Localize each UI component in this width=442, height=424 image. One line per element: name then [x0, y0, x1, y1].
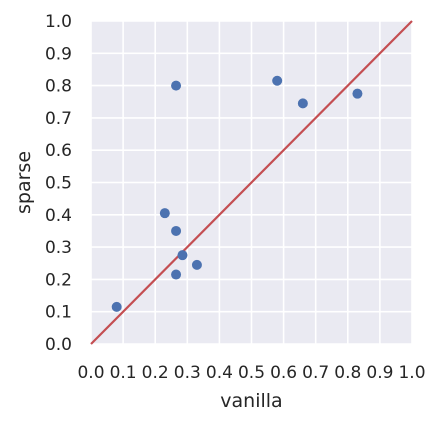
x-tick-label: 1.0 [398, 363, 425, 383]
y-tick-label: 0.1 [45, 303, 72, 323]
scatter-point [171, 80, 182, 91]
y-tick-label: 0.5 [45, 174, 72, 194]
scatter-point [159, 208, 170, 219]
grid-lines [90, 20, 413, 345]
x-tick-label: 0.5 [238, 363, 265, 383]
scatter-point [191, 259, 202, 270]
x-tick-label: 0.0 [77, 363, 104, 383]
scatter-point [171, 269, 182, 280]
x-tick-label: 0.7 [302, 363, 329, 383]
scatter-point [171, 225, 182, 236]
x-tick-label: 0.3 [174, 363, 201, 383]
y-tick-label: 0.7 [45, 109, 72, 129]
scatter-point [111, 301, 122, 312]
data-points [111, 75, 363, 312]
y-axis-title: sparse [13, 151, 35, 214]
y-tick-label: 1.0 [45, 12, 72, 32]
x-tick-label: 0.1 [110, 363, 137, 383]
scatter-point [297, 98, 308, 109]
y-tick-label: 0.6 [45, 141, 72, 161]
y-tick-label: 0.3 [45, 238, 72, 258]
x-tick-labels: 0.0 0.1 0.2 0.3 0.4 0.5 0.6 0.7 0.8 0.9 1.0 [77, 363, 425, 383]
reference-line-layer [90, 20, 413, 345]
x-tick-label: 0.8 [334, 363, 361, 383]
y-tick-label: 0.0 [45, 335, 72, 355]
scatter-point [177, 250, 188, 261]
scatter-point [352, 88, 363, 99]
y-tick-labels: 0.0 0.1 0.2 0.3 0.4 0.5 0.6 0.7 0.8 0.9 1.0 [45, 12, 72, 355]
y-tick-label: 0.8 [45, 77, 72, 97]
diagonal-reference-line [90, 20, 413, 345]
x-tick-label: 0.6 [270, 363, 297, 383]
x-tick-label: 0.4 [206, 363, 233, 383]
y-tick-label: 0.4 [45, 206, 72, 226]
scatter-point [272, 75, 283, 86]
x-tick-label: 0.2 [142, 363, 169, 383]
x-axis-title: vanilla [220, 390, 282, 412]
y-tick-label: 0.9 [45, 44, 72, 64]
y-tick-label: 0.2 [45, 270, 72, 290]
x-tick-label: 0.9 [366, 363, 393, 383]
